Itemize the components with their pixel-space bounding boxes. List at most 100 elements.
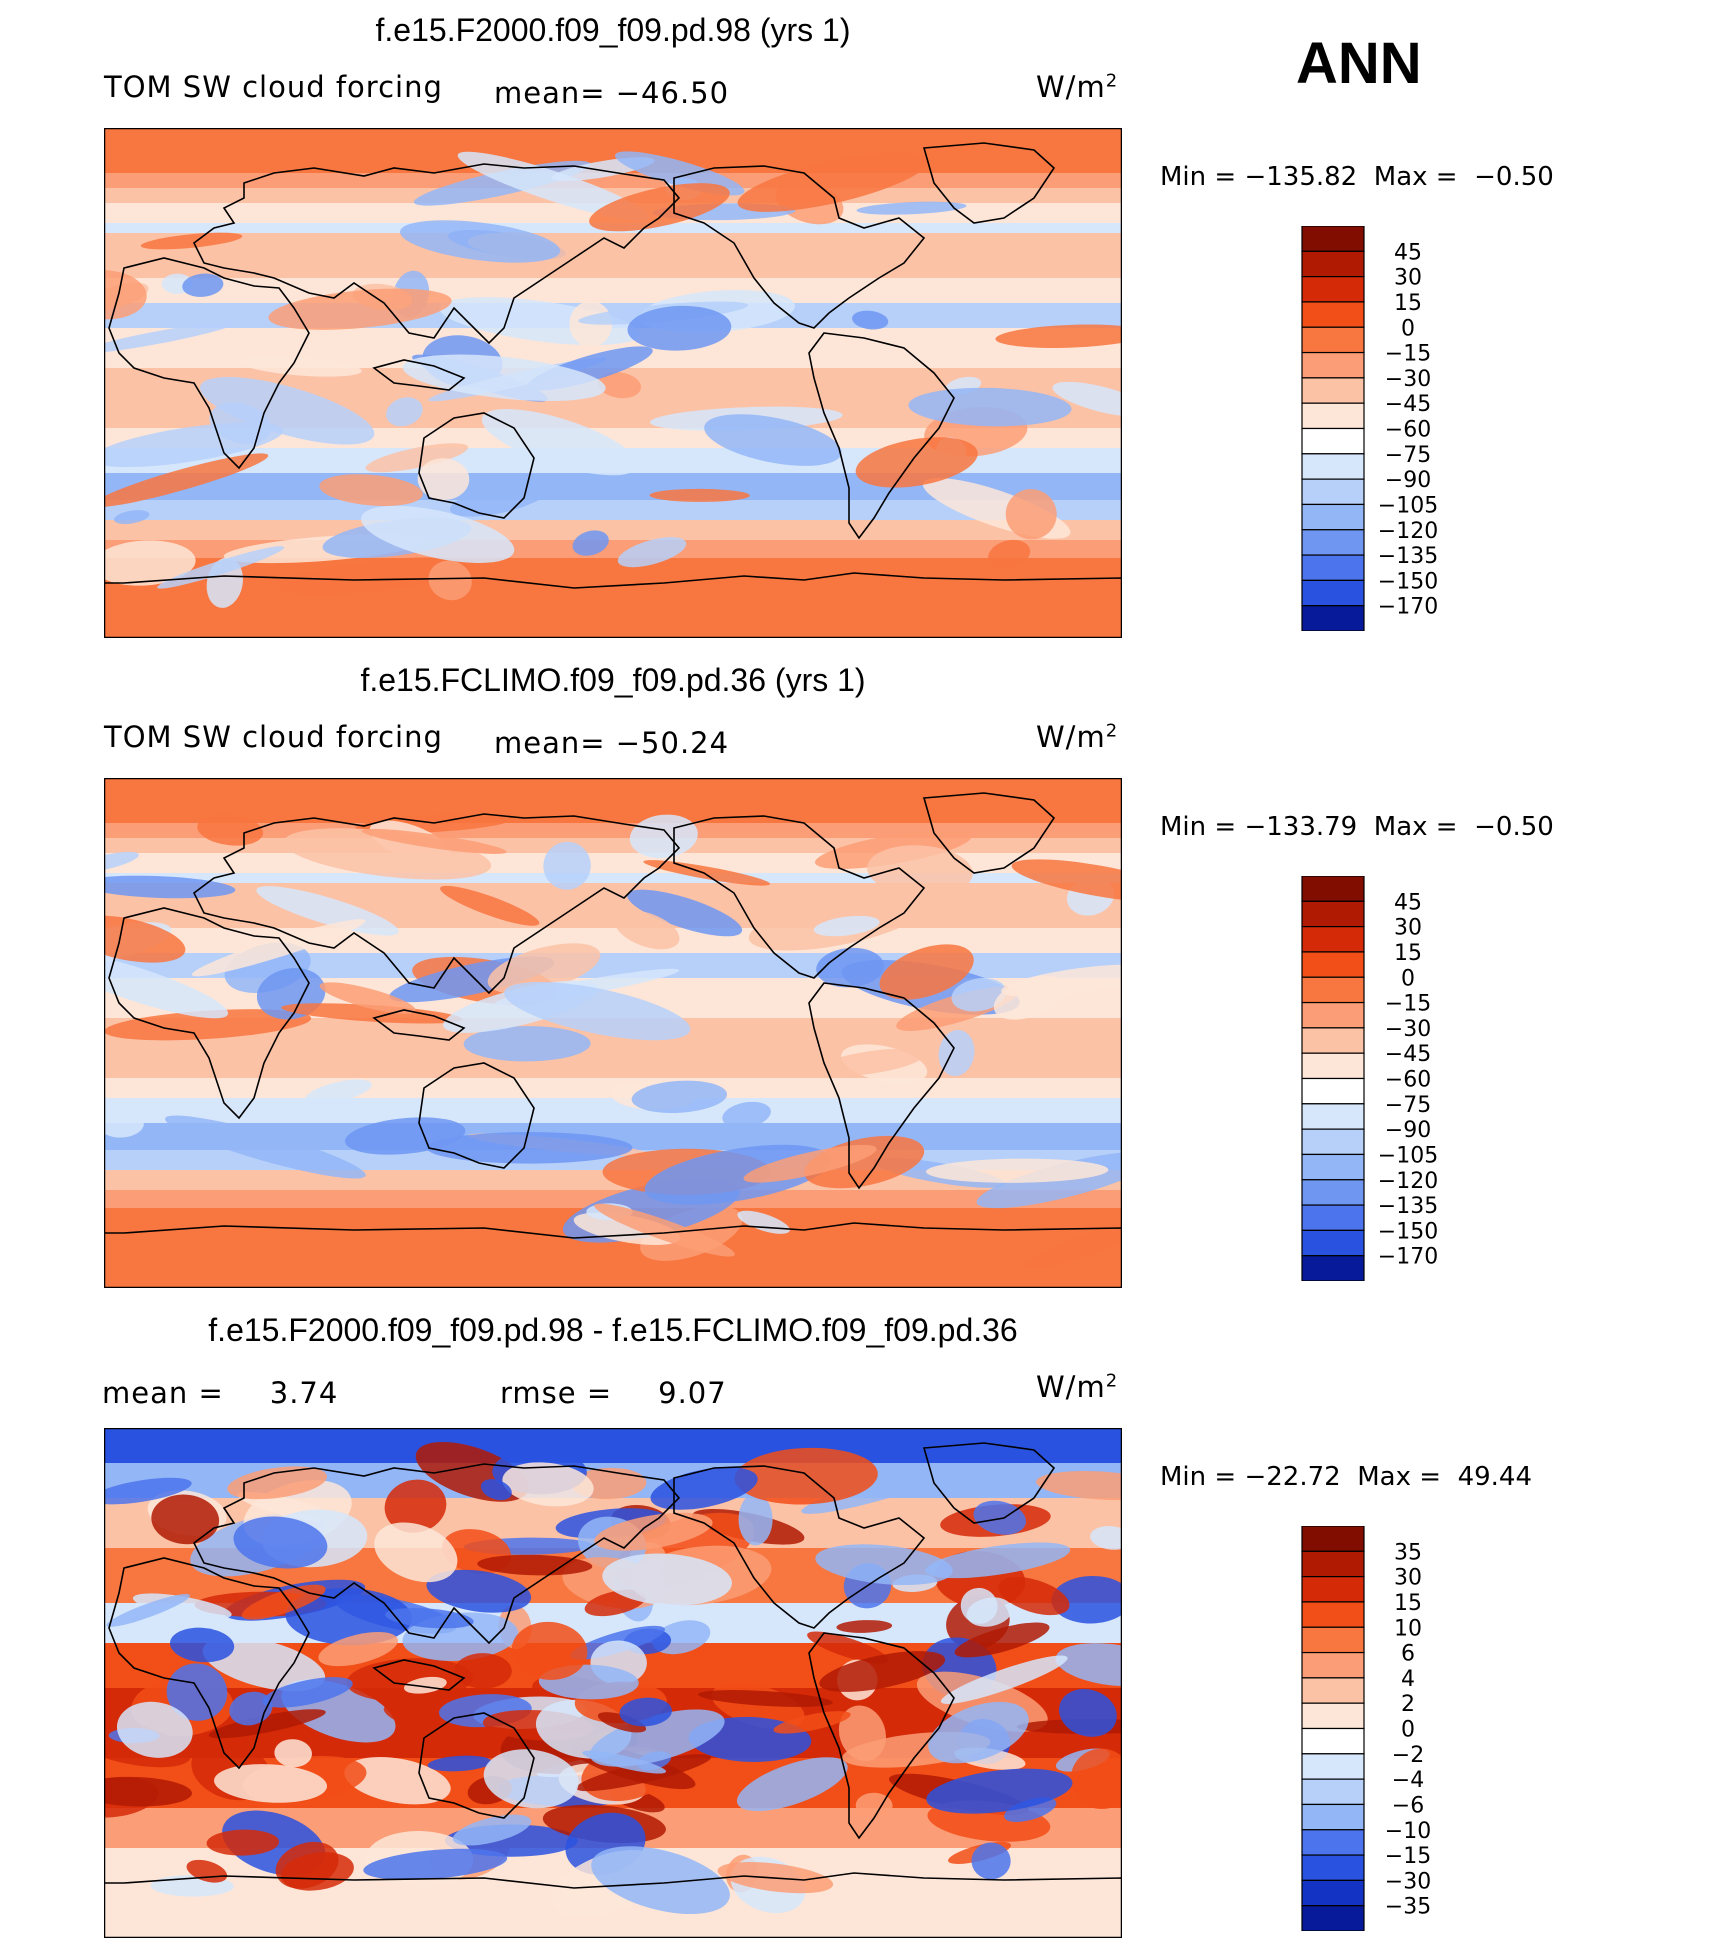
field-blob bbox=[597, 1712, 647, 1733]
field-blob bbox=[275, 1841, 339, 1889]
field-blob bbox=[614, 910, 680, 950]
field-blob bbox=[487, 943, 601, 994]
coastline bbox=[104, 1872, 1122, 1938]
units-label: W/m2 bbox=[1036, 70, 1119, 104]
field-blob bbox=[480, 1479, 512, 1501]
coastline bbox=[673, 165, 926, 329]
field-blob bbox=[1011, 859, 1122, 903]
colorbar-tick-label: 30 bbox=[1394, 916, 1422, 941]
field-blob bbox=[993, 975, 1066, 1020]
field-blob bbox=[365, 443, 469, 473]
colorbar-tick-label: −15 bbox=[1385, 342, 1431, 367]
units-label: W/m2 bbox=[1036, 720, 1119, 754]
coastline bbox=[418, 412, 535, 519]
colorbar-swatch bbox=[1301, 402, 1365, 430]
colorbar-tick-label: 0 bbox=[1401, 966, 1415, 991]
field-blob bbox=[363, 1848, 508, 1880]
field-blob bbox=[449, 481, 550, 517]
colorbar-swatch bbox=[1301, 427, 1365, 455]
field-blob bbox=[801, 1470, 944, 1514]
colorbar-tick-label: −2 bbox=[1392, 1743, 1424, 1768]
coastline bbox=[104, 1222, 1122, 1288]
colorbar-swatch bbox=[1301, 900, 1365, 928]
colorbar-tick-label: 45 bbox=[1394, 890, 1422, 915]
field-blob bbox=[879, 944, 974, 1000]
map-fclimo bbox=[104, 778, 1122, 1288]
field-blob bbox=[268, 288, 452, 330]
field-blob bbox=[1055, 1643, 1122, 1687]
colorbar-swatch bbox=[1301, 478, 1365, 506]
field-blob bbox=[113, 510, 150, 525]
field-blob bbox=[602, 1553, 732, 1606]
field-blob bbox=[594, 1203, 735, 1257]
coastline bbox=[372, 359, 466, 391]
field-blob bbox=[140, 232, 243, 250]
mean-label: mean = 3.74 bbox=[102, 1376, 339, 1410]
colorbar-tick-label: −45 bbox=[1385, 392, 1431, 417]
colorbar-tick-label: 30 bbox=[1394, 1566, 1422, 1591]
colorbar-tick-label: −15 bbox=[1385, 992, 1431, 1017]
field-blob bbox=[169, 1627, 235, 1663]
colorbar-swatch bbox=[1301, 1753, 1365, 1780]
field-blob bbox=[214, 1764, 328, 1803]
field-blob bbox=[385, 1607, 474, 1629]
field-blob bbox=[855, 437, 978, 488]
colorbar-swatch bbox=[1301, 1803, 1365, 1831]
field-blob bbox=[998, 1576, 1070, 1616]
colorbar-tick-label: −105 bbox=[1378, 1143, 1438, 1168]
field-blob bbox=[1036, 1471, 1122, 1501]
colorbar-swatch bbox=[1301, 1204, 1365, 1231]
field-blob bbox=[483, 1749, 579, 1809]
field-blob bbox=[403, 1676, 447, 1694]
colorbar-tick-label: −30 bbox=[1385, 367, 1431, 392]
field-blob bbox=[807, 1631, 889, 1664]
field-blob bbox=[106, 1594, 190, 1627]
field-band bbox=[104, 278, 1122, 304]
field-blob bbox=[819, 1651, 946, 1692]
field-blob bbox=[995, 324, 1122, 348]
colorbar-tick-label: −150 bbox=[1378, 569, 1438, 594]
colorbar-swatch bbox=[1301, 554, 1365, 581]
field-blob bbox=[589, 1709, 725, 1767]
field-blob bbox=[384, 1479, 447, 1533]
colorbar-tick-label: −135 bbox=[1378, 544, 1438, 569]
coastline bbox=[922, 142, 1056, 224]
colorbar-tick-label: −120 bbox=[1378, 1169, 1438, 1194]
coastline bbox=[192, 163, 681, 345]
field-blob bbox=[1004, 1797, 1057, 1823]
field-blob bbox=[427, 1755, 492, 1772]
field-blob bbox=[457, 151, 649, 221]
colorbar-swatch bbox=[1301, 926, 1365, 953]
field-blob bbox=[104, 321, 236, 354]
field-blob bbox=[281, 1003, 463, 1024]
panel-fclimo: f.e15.FCLIMO.f09_f09.pd.36 (yrs 1) TOM S… bbox=[0, 650, 1710, 1300]
field-blob bbox=[197, 814, 264, 846]
colorbar-swatch bbox=[1301, 326, 1365, 354]
colorbar-swatch bbox=[1301, 1229, 1365, 1257]
field-blob bbox=[856, 201, 967, 215]
field-blob bbox=[440, 885, 540, 926]
field-blob bbox=[238, 355, 362, 377]
colorbar-tick-label: −60 bbox=[1385, 418, 1431, 443]
field-band bbox=[104, 558, 1122, 638]
min-max-label: Min = −135.82 Max = −0.50 bbox=[1160, 162, 1554, 192]
field-blob bbox=[589, 183, 730, 232]
field-band bbox=[104, 1098, 1122, 1124]
field-blob bbox=[233, 1516, 328, 1569]
field-blob bbox=[182, 273, 224, 297]
field-blob bbox=[454, 1653, 512, 1689]
field-blob bbox=[208, 1709, 326, 1739]
coastline bbox=[108, 1557, 310, 1770]
panel-title: f.e15.FCLIMO.f09_f09.pd.36 (yrs 1) bbox=[360, 662, 866, 698]
field-blob bbox=[452, 1814, 532, 1846]
field-blob bbox=[104, 1776, 192, 1807]
field-blob bbox=[104, 1111, 144, 1138]
field-blob bbox=[502, 1462, 594, 1507]
colorbar-swatch bbox=[1301, 1526, 1365, 1552]
field-blob bbox=[951, 978, 1007, 1012]
field-blob bbox=[627, 889, 743, 937]
colorbar-swatch bbox=[1301, 951, 1365, 978]
field-blob bbox=[704, 414, 842, 466]
field-blob bbox=[813, 915, 880, 937]
field-band bbox=[104, 500, 1122, 521]
